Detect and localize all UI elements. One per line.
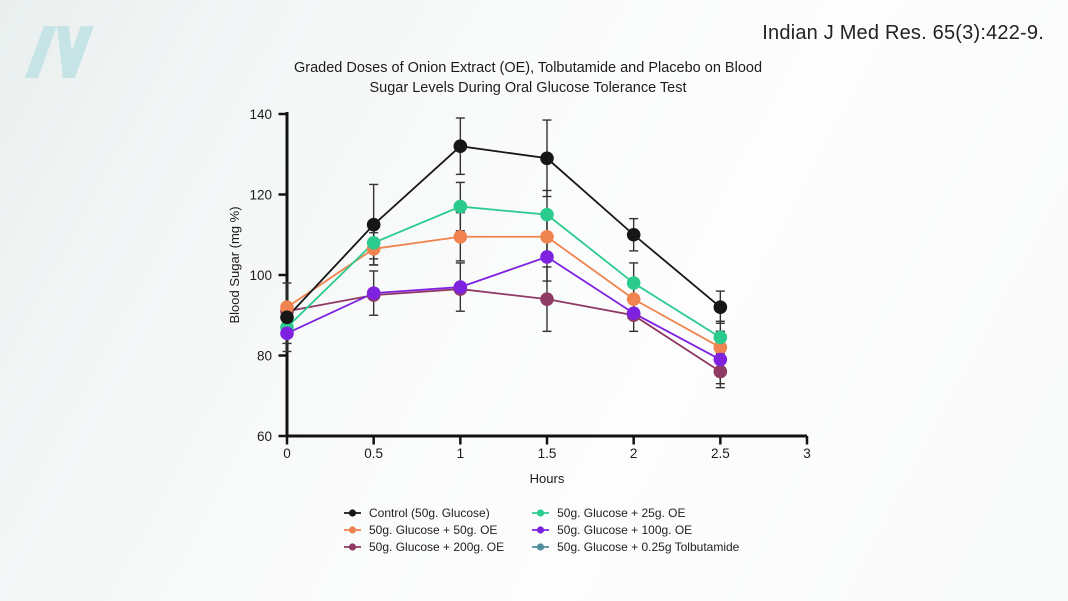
legend-marker-icon xyxy=(344,543,361,552)
data-point xyxy=(713,364,728,379)
legend-marker-icon xyxy=(344,509,361,517)
chart-title: Graded Doses of Onion Extract (OE), Tolb… xyxy=(293,60,763,96)
data-point xyxy=(280,310,294,325)
data-point xyxy=(280,326,294,341)
x-axis-label: Hours xyxy=(529,471,565,486)
data-point xyxy=(626,306,641,321)
y-tick-label: 60 xyxy=(257,429,272,444)
chart-legend: Control (50g. Glucose) 50g. Glucose + 50g… xyxy=(344,504,739,556)
legend-marker-icon xyxy=(344,526,361,534)
y-tick-label: 100 xyxy=(249,268,272,283)
legend-marker-icon xyxy=(532,526,550,534)
data-point xyxy=(540,229,554,244)
series-line xyxy=(286,255,721,361)
x-tick-label: 1 xyxy=(457,446,465,461)
series-line xyxy=(286,145,721,318)
y-tick-label: 140 xyxy=(249,107,272,122)
series-line xyxy=(286,205,721,339)
data-point xyxy=(626,227,641,242)
x-tick-label: 2 xyxy=(630,446,638,461)
data-point xyxy=(713,300,728,315)
legend-label: 50g. Glucose + 0.25g Tolbutamide xyxy=(557,540,740,555)
data-point xyxy=(366,217,381,232)
data-point xyxy=(453,139,468,153)
legend-marker-icon xyxy=(532,509,550,517)
data-point xyxy=(540,207,554,222)
legend-label: 50g. Glucose + 100g. OE xyxy=(557,523,693,538)
legend-marker-icon xyxy=(532,543,550,552)
legend-item: Control (50g. Glucose) xyxy=(344,504,504,521)
data-point xyxy=(713,340,728,355)
y-tick-label: 120 xyxy=(249,187,272,202)
data-point xyxy=(713,352,728,367)
x-tick-label: 0 xyxy=(283,446,291,461)
y-tick-label: 80 xyxy=(257,348,272,363)
x-tick-label: 1.5 xyxy=(538,446,557,461)
legend-column-0: Control (50g. Glucose) 50g. Glucose + 50g… xyxy=(344,504,504,556)
series-line xyxy=(286,235,721,349)
legend-item: 50g. Glucose + 50g. OE xyxy=(344,521,504,538)
data-point xyxy=(366,236,381,250)
data-point xyxy=(453,229,468,244)
legend-item: 50g. Glucose + 200g. OE xyxy=(344,539,504,556)
data-point xyxy=(280,300,294,315)
x-tick-label: 2.5 xyxy=(711,446,730,461)
legend-column-1: 50g. Glucose + 25g. OE 50g. Glucose + 100… xyxy=(532,504,739,556)
legend-label: 50g. Glucose + 50g. OE xyxy=(369,523,498,538)
nutritionfacts-logo xyxy=(24,26,94,78)
data-point xyxy=(713,330,728,345)
data-point xyxy=(540,250,554,264)
data-point xyxy=(453,199,468,214)
citation-text: Indian J Med Res. 65(3):422-9. xyxy=(762,22,1044,44)
series-line xyxy=(286,288,721,373)
legend-label: Control (50g. Glucose) xyxy=(369,505,490,520)
legend-label: 50g. Glucose + 25g. OE xyxy=(557,505,686,520)
data-point xyxy=(540,292,554,306)
data-point xyxy=(453,280,468,294)
y-axis-label: Blood Sugar (mg %) xyxy=(227,206,242,324)
legend-label: 50g. Glucose + 200g. OE xyxy=(369,540,505,555)
data-point xyxy=(626,276,641,290)
x-tick-label: 0.5 xyxy=(364,446,383,461)
data-point xyxy=(540,151,554,166)
x-tick-label: 3 xyxy=(803,446,811,461)
legend-item: 50g. Glucose + 100g. OE xyxy=(532,521,739,538)
legend-item: 50g. Glucose + 0.25g Tolbutamide xyxy=(532,539,739,556)
data-point xyxy=(366,286,381,300)
data-point xyxy=(626,292,641,306)
legend-item: 50g. Glucose + 25g. OE xyxy=(532,504,739,521)
